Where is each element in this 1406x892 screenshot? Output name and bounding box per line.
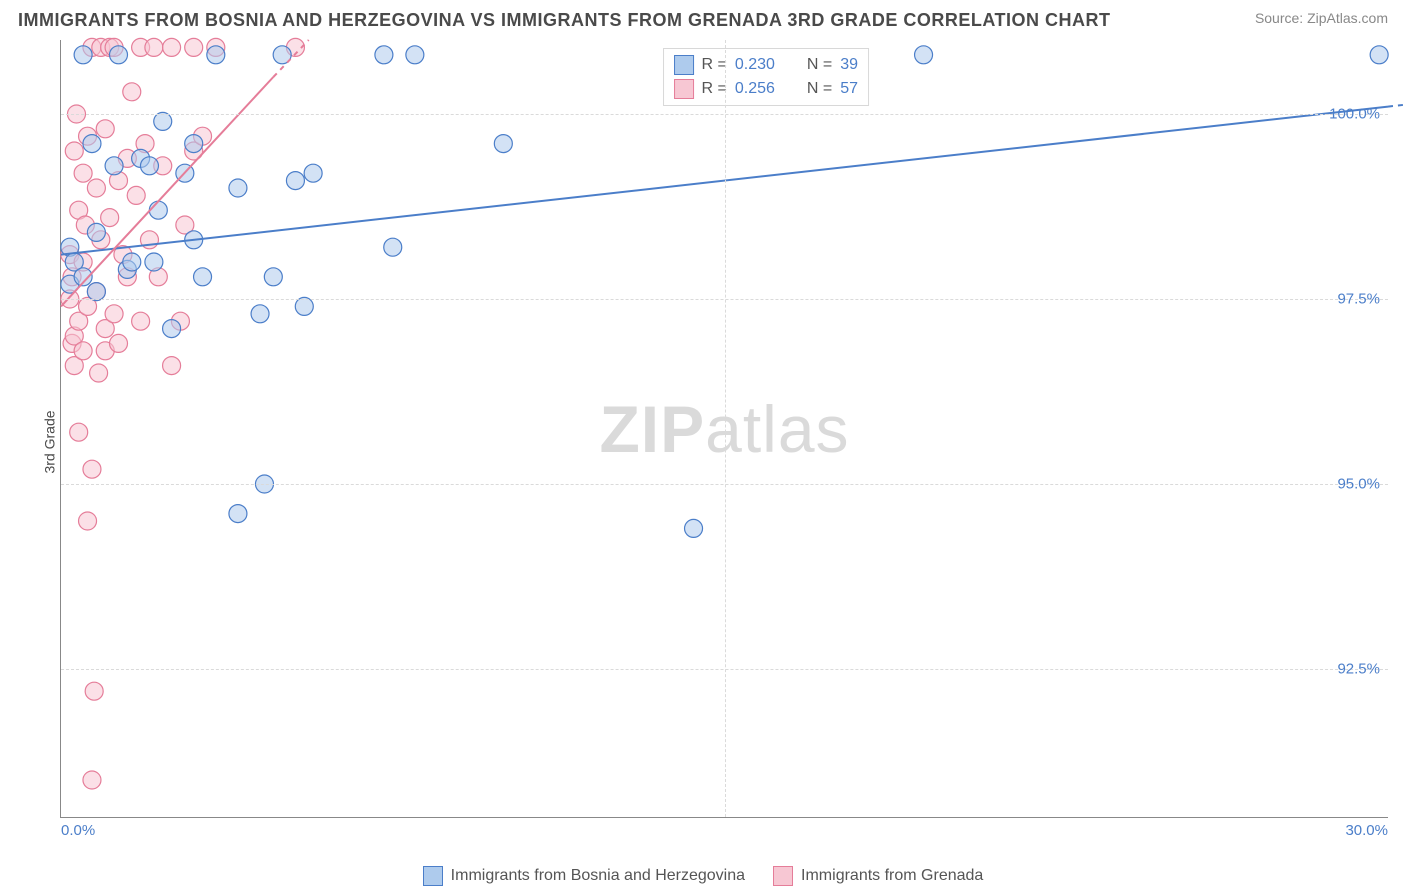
marker-bosnia xyxy=(185,135,203,153)
x-tick-label: 30.0% xyxy=(1345,822,1388,839)
legend-swatch-grenada xyxy=(773,866,793,886)
marker-grenada xyxy=(132,312,150,330)
marker-bosnia xyxy=(1370,46,1388,64)
marker-bosnia xyxy=(494,135,512,153)
marker-bosnia xyxy=(87,283,105,301)
stats-legend: R = 0.230 N = 39 R = 0.256 N = 57 xyxy=(663,48,870,106)
y-tick-label: 92.5% xyxy=(1337,661,1380,678)
marker-grenada xyxy=(70,423,88,441)
marker-bosnia xyxy=(105,157,123,175)
vgridline xyxy=(725,40,726,817)
stats-row-grenada: R = 0.256 N = 57 xyxy=(674,77,859,101)
marker-grenada xyxy=(90,364,108,382)
marker-bosnia xyxy=(87,223,105,241)
marker-bosnia xyxy=(685,519,703,537)
trendline-ext-bosnia xyxy=(1388,92,1406,107)
marker-bosnia xyxy=(163,320,181,338)
legend-label-bosnia: Immigrants from Bosnia and Herzegovina xyxy=(451,867,745,885)
swatch-grenada xyxy=(674,79,694,99)
marker-bosnia xyxy=(295,297,313,315)
legend-swatch-bosnia xyxy=(423,866,443,886)
marker-bosnia xyxy=(123,253,141,271)
marker-grenada xyxy=(96,120,114,138)
marker-grenada xyxy=(163,357,181,375)
n-value-grenada: 57 xyxy=(840,80,858,98)
marker-bosnia xyxy=(229,505,247,523)
marker-bosnia xyxy=(145,253,163,271)
marker-bosnia xyxy=(264,268,282,286)
marker-grenada xyxy=(79,512,97,530)
marker-bosnia xyxy=(384,238,402,256)
series-legend: Immigrants from Bosnia and Herzegovina Im… xyxy=(0,866,1406,886)
marker-bosnia xyxy=(194,268,212,286)
chart-container: 3rd Grade ZIPatlas R =0.230N =39R =0.256… xyxy=(18,40,1388,844)
marker-bosnia xyxy=(149,201,167,219)
marker-bosnia xyxy=(304,164,322,182)
marker-bosnia xyxy=(154,112,172,130)
r-label: R = xyxy=(702,80,727,98)
y-tick-label: 97.5% xyxy=(1337,291,1380,308)
r-label: R = xyxy=(702,56,727,74)
swatch-bosnia xyxy=(674,55,694,75)
marker-grenada xyxy=(83,771,101,789)
legend-item-grenada: Immigrants from Grenada xyxy=(773,866,983,886)
marker-bosnia xyxy=(110,46,128,64)
source-label: Source: ZipAtlas.com xyxy=(1255,10,1388,26)
marker-grenada xyxy=(65,142,83,160)
marker-bosnia xyxy=(74,46,92,64)
marker-bosnia xyxy=(229,179,247,197)
y-tick-label: 100.0% xyxy=(1329,106,1380,123)
x-tick-label: 0.0% xyxy=(61,822,95,839)
marker-grenada xyxy=(185,38,203,56)
marker-bosnia xyxy=(406,46,424,64)
marker-grenada xyxy=(110,334,128,352)
r-value-grenada: 0.256 xyxy=(735,80,775,98)
r-value-bosnia: 0.230 xyxy=(735,56,775,74)
plot-area: ZIPatlas R =0.230N =39R =0.256N =57 92.5… xyxy=(60,40,1388,818)
n-label: N = xyxy=(807,80,832,98)
marker-grenada xyxy=(83,460,101,478)
marker-bosnia xyxy=(286,172,304,190)
marker-grenada xyxy=(87,179,105,197)
marker-bosnia xyxy=(140,157,158,175)
marker-grenada xyxy=(163,38,181,56)
marker-grenada xyxy=(127,186,145,204)
y-tick-label: 95.0% xyxy=(1337,476,1380,493)
marker-grenada xyxy=(105,305,123,323)
legend-label-grenada: Immigrants from Grenada xyxy=(801,867,983,885)
stats-row-bosnia: R = 0.230 N = 39 xyxy=(674,53,859,77)
chart-title: IMMIGRANTS FROM BOSNIA AND HERZEGOVINA V… xyxy=(18,10,1111,31)
marker-grenada xyxy=(74,164,92,182)
n-label: N = xyxy=(807,56,832,74)
marker-grenada xyxy=(85,682,103,700)
marker-grenada xyxy=(123,83,141,101)
marker-bosnia xyxy=(375,46,393,64)
marker-grenada xyxy=(145,38,163,56)
n-value-bosnia: 39 xyxy=(840,56,858,74)
marker-bosnia xyxy=(251,305,269,323)
marker-bosnia xyxy=(83,135,101,153)
marker-grenada xyxy=(74,342,92,360)
legend-item-bosnia: Immigrants from Bosnia and Herzegovina xyxy=(423,866,745,886)
y-axis-label: 3rd Grade xyxy=(42,410,58,473)
marker-grenada xyxy=(101,209,119,227)
marker-bosnia xyxy=(915,46,933,64)
marker-bosnia xyxy=(207,46,225,64)
